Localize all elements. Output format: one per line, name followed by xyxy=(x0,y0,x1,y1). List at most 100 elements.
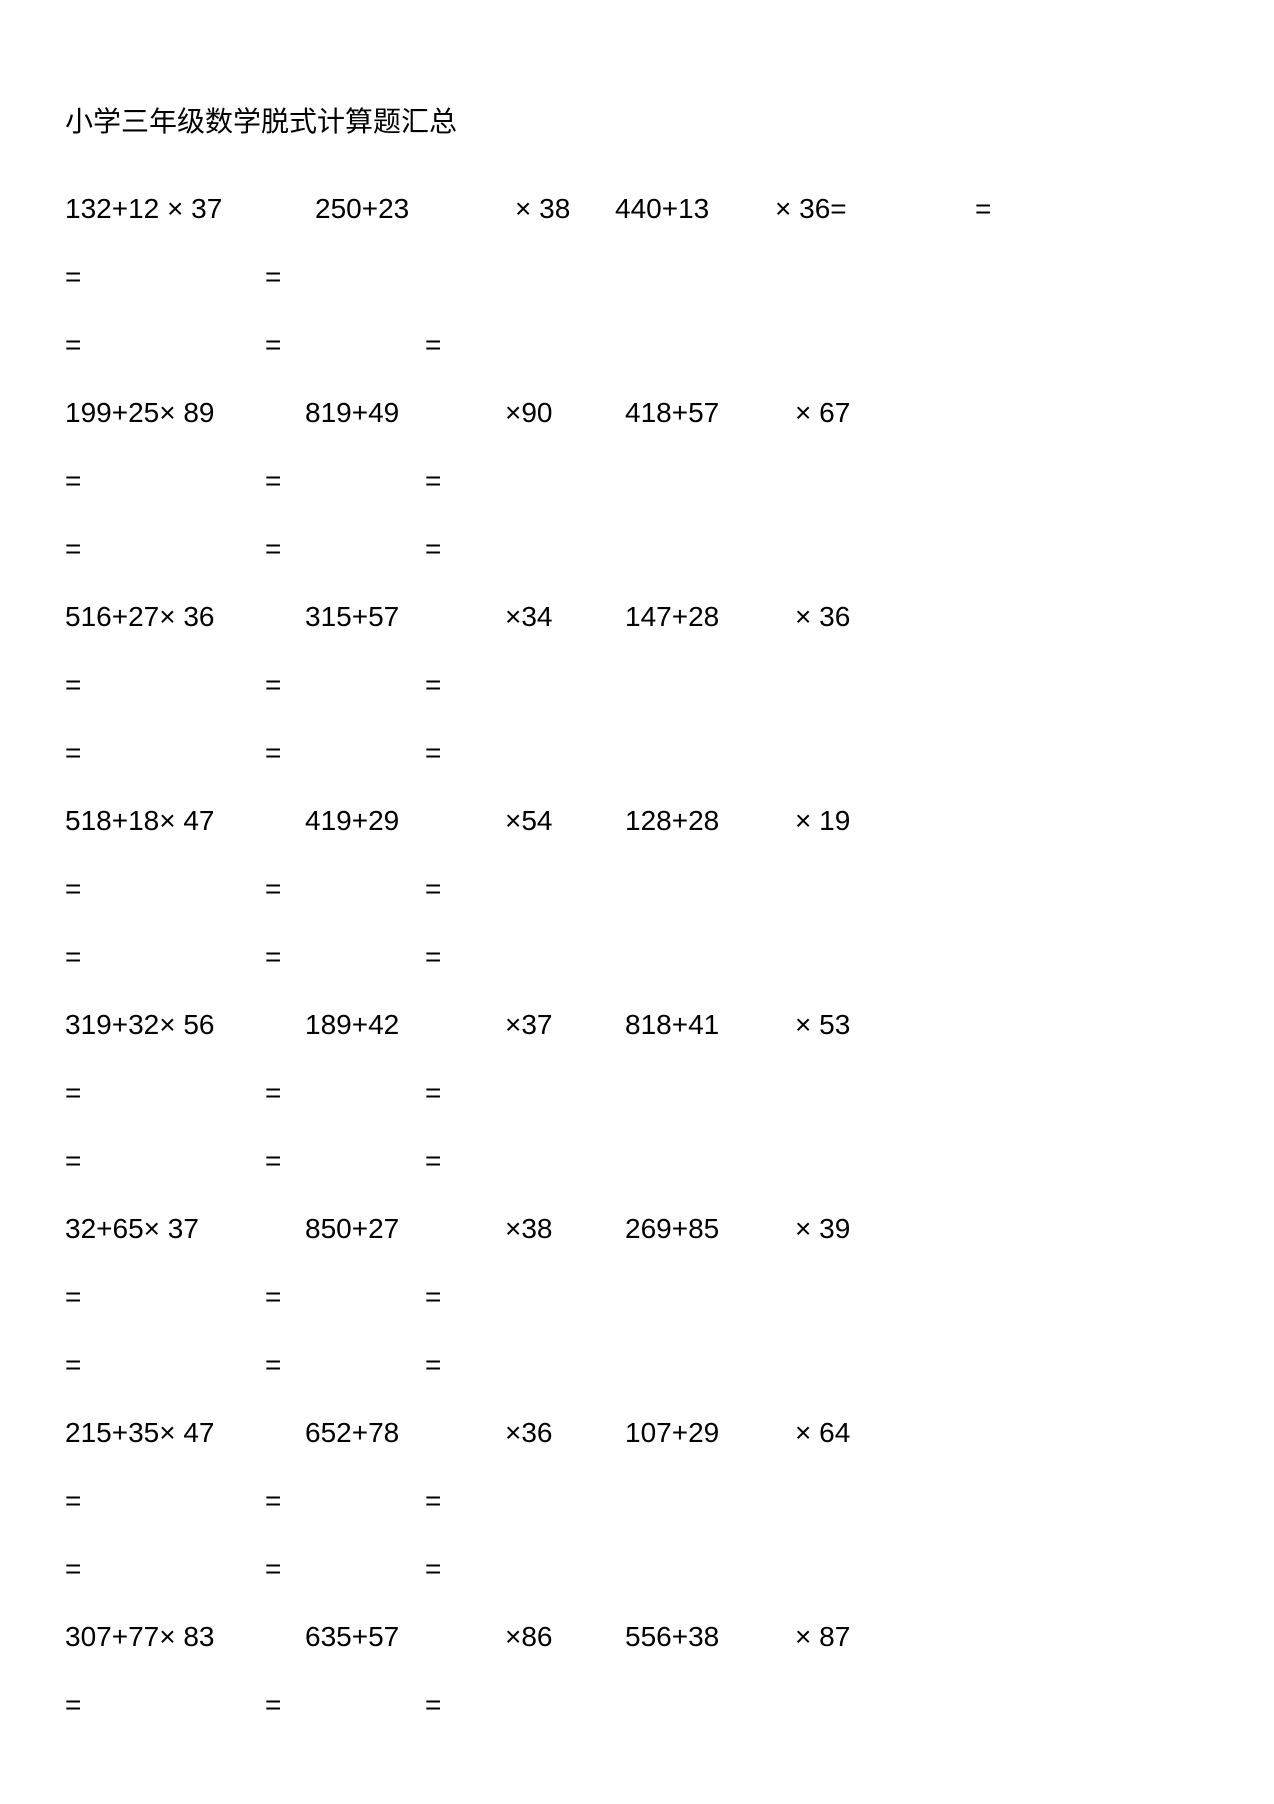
equals-row: === xyxy=(65,739,1209,767)
equals-row: === xyxy=(65,1079,1209,1107)
equals-row: === xyxy=(65,1283,1209,1311)
problem-cell: 419+29 xyxy=(305,807,505,835)
equals-cell: = xyxy=(265,671,425,699)
equals-cell: = xyxy=(265,1079,425,1107)
problem-cell: 307+77× 83 xyxy=(65,1623,305,1651)
equals-cell: = xyxy=(425,1079,525,1107)
problem-cell: × 39 xyxy=(795,1215,935,1243)
equals-cell: = xyxy=(425,467,525,495)
equals-cell: = xyxy=(65,1555,265,1583)
equals-cell: = xyxy=(65,467,265,495)
problem-row: 132+12 × 37250+23× 38440+13× 36== xyxy=(65,195,1209,223)
equals-cell: = xyxy=(425,535,525,563)
equals-row: === xyxy=(65,467,1209,495)
problem-cell: × 64 xyxy=(795,1419,935,1447)
problem-cell: ×38 xyxy=(505,1215,625,1243)
equals-cell: = xyxy=(65,331,265,359)
problem-group: 307+77× 83635+57×86556+38× 87 === xyxy=(65,1623,1209,1719)
problem-row: 516+27× 36315+57×34147+28× 36 xyxy=(65,603,1209,631)
equals-row: === xyxy=(65,1487,1209,1515)
equals-cell: = xyxy=(425,1147,525,1175)
equals-cell: = xyxy=(425,1487,525,1515)
equals-cell: = xyxy=(265,263,365,291)
problem-group: 518+18× 47419+29×54128+28× 19====== xyxy=(65,807,1209,971)
equals-cell: = xyxy=(425,875,525,903)
problem-cell: 147+28 xyxy=(625,603,795,631)
problem-cell: 516+27× 36 xyxy=(65,603,305,631)
problem-cell: 818+41 xyxy=(625,1011,795,1039)
problem-cell: ×34 xyxy=(505,603,625,631)
page-title: 小学三年级数学脱式计算题汇总 xyxy=(65,100,1209,140)
equals-cell: = xyxy=(425,671,525,699)
equals-cell: = xyxy=(65,943,265,971)
problem-group: 199+25× 89819+49×90418+57× 67====== xyxy=(65,399,1209,563)
problem-cell: × 38 xyxy=(515,195,615,223)
problem-cell: × 19 xyxy=(795,807,935,835)
problem-cell: ×36 xyxy=(505,1419,625,1447)
equals-cell: = xyxy=(65,1691,265,1719)
equals-cell: = xyxy=(65,535,265,563)
equals-row: === xyxy=(65,1147,1209,1175)
problem-row: 215+35× 47652+78×36107+29× 64 xyxy=(65,1419,1209,1447)
problem-row: 518+18× 47419+29×54128+28× 19 xyxy=(65,807,1209,835)
equals-cell: = xyxy=(425,943,525,971)
problem-cell: 418+57 xyxy=(625,399,795,427)
problem-group: 215+35× 47652+78×36107+29× 64====== xyxy=(65,1419,1209,1583)
problem-cell: × 87 xyxy=(795,1623,935,1651)
equals-row: == xyxy=(65,263,1209,291)
problem-group: 516+27× 36315+57×34147+28× 36====== xyxy=(65,603,1209,767)
equals-cell: = xyxy=(265,1147,425,1175)
equals-cell: = xyxy=(265,535,425,563)
problem-cell: ×90 xyxy=(505,399,625,427)
equals-row: === xyxy=(65,1351,1209,1379)
equals-cell: = xyxy=(65,671,265,699)
problem-cell: = xyxy=(975,195,1025,223)
problem-cell: 32+65× 37 xyxy=(65,1215,305,1243)
equals-row: === xyxy=(65,671,1209,699)
equals-cell: = xyxy=(265,1351,425,1379)
equals-cell: = xyxy=(265,943,425,971)
equals-cell: = xyxy=(265,739,425,767)
equals-cell: = xyxy=(265,1555,425,1583)
problem-cell: 132+12 × 37 xyxy=(65,195,315,223)
equals-cell: = xyxy=(265,875,425,903)
problem-cell: ×86 xyxy=(505,1623,625,1651)
equals-cell: = xyxy=(65,739,265,767)
problem-group: 319+32× 56189+42×37818+41× 53====== xyxy=(65,1011,1209,1175)
equals-cell: = xyxy=(425,331,525,359)
equals-cell: = xyxy=(265,331,425,359)
equals-cell: = xyxy=(65,1487,265,1515)
equals-cell: = xyxy=(265,467,425,495)
equals-row: === xyxy=(65,331,1209,359)
problem-cell: 128+28 xyxy=(625,807,795,835)
equals-cell: = xyxy=(65,1351,265,1379)
problem-row: 319+32× 56189+42×37818+41× 53 xyxy=(65,1011,1209,1039)
problem-cell: × 36= xyxy=(775,195,975,223)
equals-cell: = xyxy=(425,1283,525,1311)
problem-cell: 250+23 xyxy=(315,195,515,223)
equals-cell: = xyxy=(265,1691,425,1719)
problem-cell: × 53 xyxy=(795,1011,935,1039)
equals-row: === xyxy=(65,535,1209,563)
equals-row: === xyxy=(65,1691,1209,1719)
problem-cell: 518+18× 47 xyxy=(65,807,305,835)
equals-cell: = xyxy=(65,1147,265,1175)
equals-row: === xyxy=(65,875,1209,903)
problem-row: 32+65× 37850+27×38269+85× 39 xyxy=(65,1215,1209,1243)
equals-cell: = xyxy=(65,1079,265,1107)
problem-cell: × 67 xyxy=(795,399,935,427)
problem-cell: ×54 xyxy=(505,807,625,835)
problem-cell: 635+57 xyxy=(305,1623,505,1651)
problem-row: 307+77× 83635+57×86556+38× 87 xyxy=(65,1623,1209,1651)
problem-cell: ×37 xyxy=(505,1011,625,1039)
problem-cell: 107+29 xyxy=(625,1419,795,1447)
equals-cell: = xyxy=(265,1283,425,1311)
equals-cell: = xyxy=(65,1283,265,1311)
equals-cell: = xyxy=(65,875,265,903)
problem-cell: 269+85 xyxy=(625,1215,795,1243)
problem-cell: 315+57 xyxy=(305,603,505,631)
equals-cell: = xyxy=(425,739,525,767)
problem-group: 32+65× 37850+27×38269+85× 39====== xyxy=(65,1215,1209,1379)
problem-cell: 440+13 xyxy=(615,195,775,223)
equals-cell: = xyxy=(65,263,265,291)
